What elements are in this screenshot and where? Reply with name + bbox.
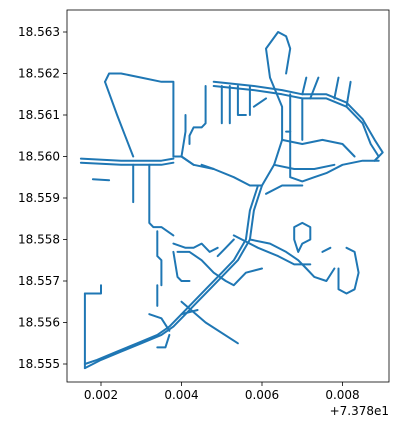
road-segment: [216, 238, 235, 258]
road-segment: [337, 246, 360, 295]
y-tick-label: 18.556: [18, 316, 60, 330]
road-segment: [248, 238, 336, 282]
road-segment: [180, 300, 239, 345]
y-tick-label: 18.563: [18, 25, 60, 39]
road-segment: [281, 138, 356, 158]
road-segment: [79, 157, 175, 162]
road-segment: [172, 31, 292, 187]
road-segment: [293, 221, 312, 253]
road-segment: [273, 163, 336, 170]
road-segment: [333, 76, 340, 100]
axes-frame: [66, 9, 390, 383]
road-segment: [79, 161, 175, 166]
x-tick-label: 0.006: [245, 388, 279, 402]
y-axis-ticks: 18.555 18.556 18.557 18.558 18.559 18.560 18.5…: [18, 25, 67, 371]
road-segment: [212, 85, 380, 162]
road-segment: [172, 242, 219, 253]
y-tick-label: 18.558: [18, 233, 60, 247]
road-segment: [83, 284, 102, 295]
road-segment: [104, 72, 175, 158]
road-segment: [321, 246, 332, 253]
road-segment: [91, 178, 111, 182]
y-tick-label: 18.562: [18, 67, 60, 81]
y-tick-label: 18.560: [18, 150, 60, 164]
road-segment: [172, 250, 191, 282]
road-segment: [156, 230, 163, 287]
x-offset-label: +7.378e1: [330, 404, 389, 418]
x-tick-label: 0.008: [325, 388, 359, 402]
y-tick-label: 18.561: [18, 108, 60, 122]
road-segment: [180, 155, 195, 166]
y-tick-label: 18.557: [18, 274, 60, 288]
road-segment: [252, 97, 267, 108]
road-segment: [309, 76, 320, 100]
road-segment: [180, 114, 187, 158]
road-segment: [156, 333, 171, 349]
road-segment: [176, 250, 263, 287]
road-network: [79, 31, 384, 370]
road-segment: [236, 85, 247, 116]
x-tick-label: 0.002: [84, 388, 118, 402]
y-tick-label: 18.559: [18, 191, 60, 205]
road-segment: [265, 184, 304, 195]
x-axis-ticks: 0.002 0.004 0.006 0.008: [84, 382, 360, 402]
y-tick-label: 18.555: [18, 357, 60, 371]
road-segment: [212, 80, 384, 162]
road-segment: [301, 76, 308, 96]
road-segment: [180, 309, 199, 316]
road-segment: [345, 80, 352, 108]
road-segment: [232, 234, 312, 266]
road-segment: [104, 80, 135, 158]
road-segment: [188, 85, 207, 145]
road-segment: [148, 163, 175, 237]
road-segment: [148, 313, 171, 332]
x-tick-label: 0.004: [164, 388, 198, 402]
road-segment: [200, 163, 215, 170]
road-segment: [289, 93, 380, 183]
